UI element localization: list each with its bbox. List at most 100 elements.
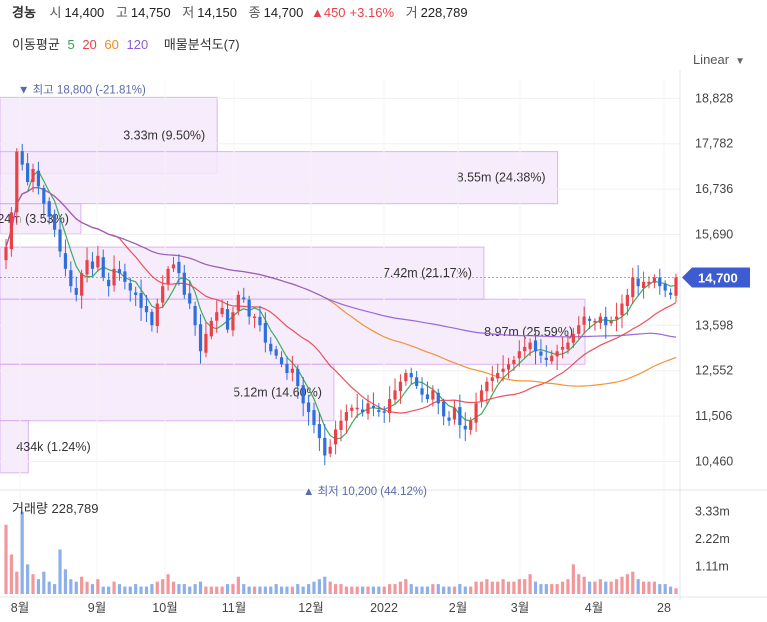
volume-bar (506, 581, 511, 594)
ma-label: 이동평균 (12, 37, 60, 52)
candle (285, 363, 289, 373)
candle (388, 399, 392, 414)
y-tick-label: 16,736 (695, 182, 733, 196)
volume-panel-label: 거래량 (12, 501, 48, 516)
candle (53, 214, 57, 230)
candle (204, 333, 208, 353)
volume-bar (63, 569, 68, 594)
candle (442, 401, 446, 417)
candle (620, 303, 624, 316)
candle (161, 286, 165, 303)
volume-bar (58, 549, 62, 594)
candle (512, 359, 516, 364)
candle (215, 312, 219, 321)
candle (20, 151, 24, 165)
candle (436, 392, 440, 404)
candle (366, 403, 370, 414)
candle (155, 303, 159, 326)
scale-selector[interactable]: Linear ▼ (693, 52, 745, 67)
volume-bar (458, 584, 462, 594)
candle (636, 278, 640, 287)
candle (312, 410, 316, 426)
volume-bar (485, 579, 489, 594)
ma-20[interactable]: 20 (82, 37, 97, 52)
candle (523, 346, 527, 352)
y-tick-label: 18,828 (695, 91, 733, 105)
volume-label: 거 (405, 5, 418, 20)
candle (242, 297, 246, 300)
volume-bar (398, 581, 403, 594)
candle (123, 271, 127, 282)
volume-bar (528, 574, 532, 594)
candle (593, 320, 597, 323)
volume-bar (171, 581, 176, 594)
candle (101, 257, 105, 278)
ma-60[interactable]: 60 (104, 37, 119, 52)
chevron-down-icon: ▼ (735, 56, 745, 67)
volume-profile-label[interactable]: 매물분석도(7) (163, 37, 240, 52)
candle (274, 349, 278, 356)
volume-bar (512, 581, 516, 594)
candle (674, 277, 678, 296)
candle (193, 306, 197, 326)
volume-tick-label: 1.11m (695, 560, 729, 574)
volume-bar (517, 579, 521, 594)
volume-value: 228,789 (420, 5, 468, 20)
volume-bar (571, 564, 575, 594)
candle (328, 446, 332, 454)
candle (225, 309, 230, 330)
volume-bar (312, 581, 316, 594)
candle (306, 402, 311, 413)
volume-bar (188, 586, 192, 594)
candle (425, 394, 430, 400)
candle (63, 253, 68, 269)
volume-panel-value: 228,789 (51, 501, 99, 516)
candle (479, 390, 484, 401)
price-band-label: 8.55m (24.38%) (457, 171, 546, 185)
candle (517, 351, 521, 359)
ma-5[interactable]: 5 (67, 37, 75, 52)
stock-name: 경농 (12, 5, 36, 20)
volume-bar (31, 574, 35, 594)
volume-tick-label: 3.33m (695, 505, 730, 519)
volume-bar (371, 586, 376, 594)
candle (90, 261, 95, 269)
x-tick-label: 11월 (222, 601, 246, 615)
candle (571, 333, 575, 343)
candle (188, 293, 192, 304)
x-tick-label: 3월 (511, 601, 529, 615)
volume-bar (301, 586, 305, 594)
volume-bar (388, 584, 392, 594)
volume-bar (215, 586, 219, 594)
volume-bar (652, 581, 656, 594)
volume-bar (415, 586, 419, 594)
volume-bar (436, 584, 440, 594)
volume-bar (350, 586, 354, 594)
scale-label: Linear (692, 52, 730, 67)
y-tick-label: 13,598 (695, 318, 733, 332)
y-tick-label: 11,506 (695, 409, 732, 423)
close-price: 14,700 (263, 5, 304, 20)
candle (501, 368, 505, 372)
volume-bar (107, 586, 111, 594)
volume-bar (604, 581, 608, 594)
candle (631, 277, 635, 298)
volume-bar (641, 581, 646, 594)
volume-bar (479, 581, 484, 594)
volume-bar (9, 554, 14, 594)
candle (171, 264, 176, 269)
candle (144, 306, 149, 313)
candle (663, 283, 667, 291)
ma-120[interactable]: 120 (126, 37, 149, 52)
high-price: 14,750 (130, 5, 171, 20)
candle (587, 318, 592, 321)
candle (182, 272, 186, 295)
candle (198, 324, 203, 352)
candle (96, 255, 100, 268)
volume-bar (598, 579, 602, 594)
volume-bar (625, 574, 629, 594)
volume-bar (587, 581, 592, 594)
candle (614, 316, 619, 320)
volume-bar (247, 586, 251, 594)
